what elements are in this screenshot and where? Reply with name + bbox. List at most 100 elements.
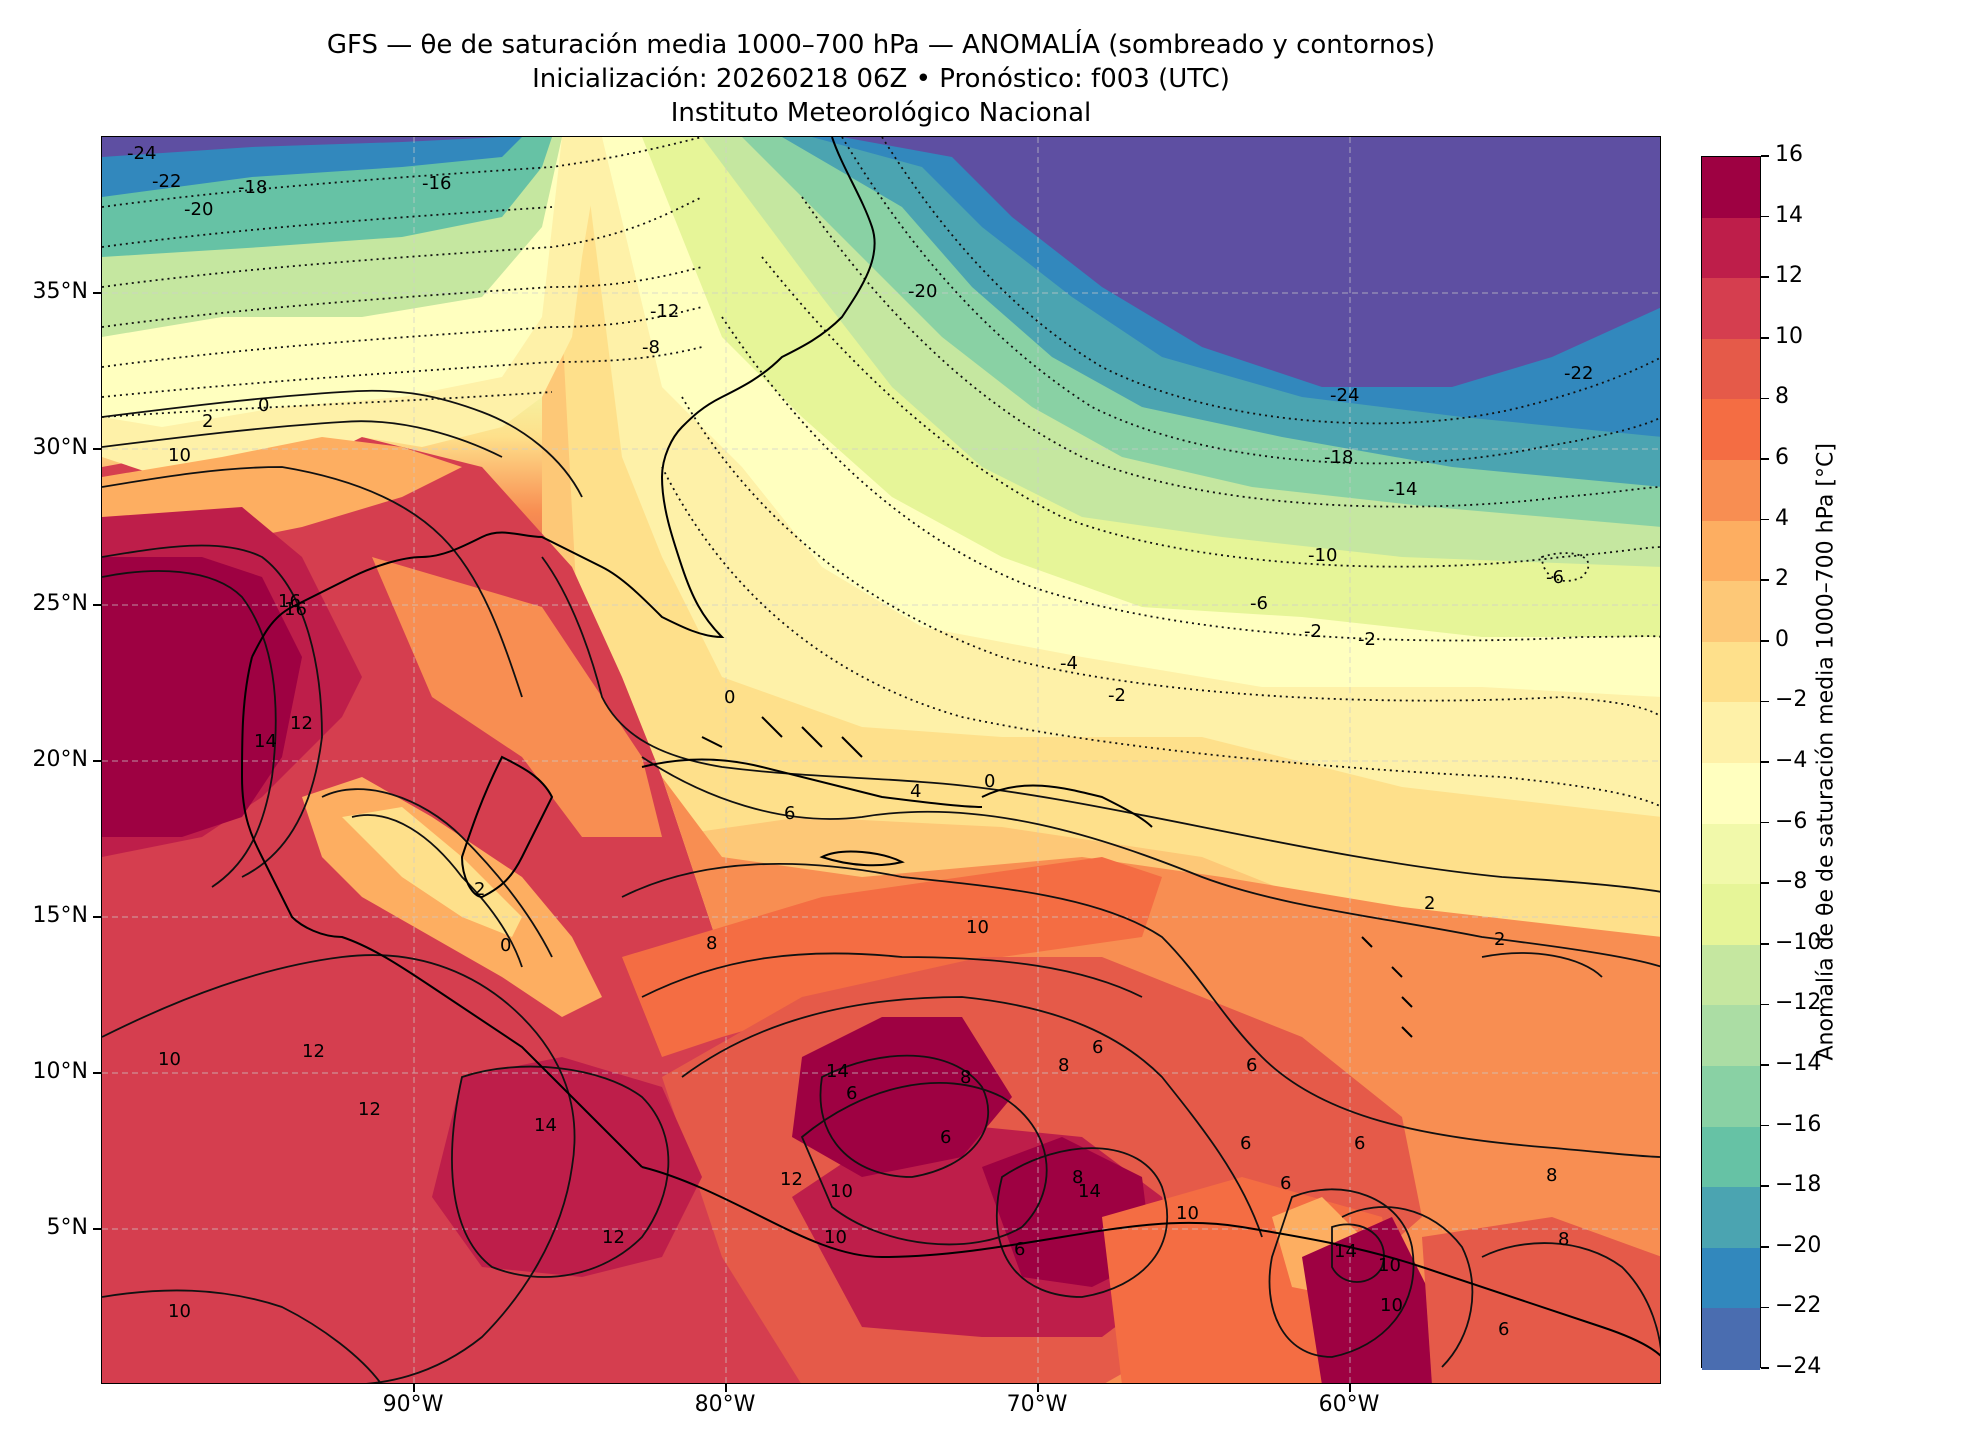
contour-6-central xyxy=(321,788,553,958)
contour-2 xyxy=(102,420,503,458)
contour-label: 6 xyxy=(1092,1037,1103,1058)
contour-label: 14 xyxy=(826,1061,849,1082)
contour-label: 6 xyxy=(1354,1133,1365,1154)
colorbar-tick xyxy=(1761,882,1769,884)
map-title: GFS — θe de saturación media 1000–700 hP… xyxy=(326,30,1436,60)
colorbar-tick xyxy=(1761,1306,1769,1309)
contour-label: 2 xyxy=(1424,893,1435,914)
coastline-south-america xyxy=(641,1166,1660,1357)
lon-tick-70 xyxy=(1037,1384,1039,1392)
band-neg24 xyxy=(842,137,1660,387)
colorbar-tick-label: 2 xyxy=(1775,566,1789,592)
colorbar-tick-label: 0 xyxy=(1775,626,1789,652)
contour-neg6-ring xyxy=(1541,552,1590,582)
colorbar-tick xyxy=(1761,761,1769,763)
colorbar-segment xyxy=(1702,520,1760,582)
lon-tick-80 xyxy=(725,1384,727,1392)
contour-label: 2 xyxy=(1494,929,1505,950)
colorbar-tick-label: 8 xyxy=(1775,384,1789,410)
contour-label: -14 xyxy=(1388,479,1417,500)
coastline-us-east xyxy=(251,137,876,658)
contour-label: 6 xyxy=(1280,1173,1291,1194)
contour-label: -18 xyxy=(238,177,267,198)
contour-label: 8 xyxy=(1546,1165,1557,1186)
colorbar-segment xyxy=(1702,1066,1760,1128)
contour-4-central xyxy=(351,814,523,968)
colorbar-segment xyxy=(1702,581,1760,643)
contour-label: 14 xyxy=(534,1115,557,1136)
colorbar-tick-label: −8 xyxy=(1775,869,1808,895)
colorbar-tick-label: 12 xyxy=(1775,263,1803,289)
colorbar-tick xyxy=(1761,821,1769,824)
contour-label: -16 xyxy=(422,173,451,194)
contour-8-long xyxy=(641,952,1143,998)
contour-label: -4 xyxy=(1060,653,1078,674)
contour-16-guyana xyxy=(1331,1223,1385,1283)
contour-label: -24 xyxy=(127,143,156,164)
colorbar-tick-label: −2 xyxy=(1775,687,1808,713)
colorbar-tick-label: −12 xyxy=(1775,990,1822,1016)
lat-tick-label-10: 10°N xyxy=(32,1059,88,1084)
colorbar-tick xyxy=(1761,458,1769,460)
negative-contours xyxy=(102,137,1660,808)
contour-6-long xyxy=(621,863,1660,1158)
contour-neg24 xyxy=(881,137,1660,425)
contour-14-guyana xyxy=(1268,1188,1415,1358)
contour-label: -18 xyxy=(1324,447,1353,468)
contour-neg20 xyxy=(102,206,553,248)
title-block: GFS — θe de saturación media 1000–700 hP… xyxy=(101,28,1661,130)
colorbar-tick xyxy=(1761,579,1769,581)
colorbar-tick xyxy=(1761,943,1769,945)
colorbar-fill xyxy=(1702,157,1760,1370)
contour-neg8 xyxy=(102,346,703,398)
contour-label: -20 xyxy=(184,199,213,220)
contour-neg2-east xyxy=(661,466,1660,808)
contour-label: 6 xyxy=(784,803,795,824)
contour-8-brazil xyxy=(1481,1242,1660,1350)
colorbar-tick xyxy=(1761,215,1769,218)
lat-tick-30 xyxy=(93,448,101,450)
colorbar-tick-label: 10 xyxy=(1775,323,1803,349)
band-16-amazon xyxy=(1302,1217,1432,1383)
band-16-colombia xyxy=(792,1017,1012,1177)
colorbar-tick xyxy=(1761,1003,1769,1006)
contour-label: 2 xyxy=(474,879,485,900)
contour-label: -22 xyxy=(1564,363,1593,384)
contour-0-long xyxy=(541,556,1660,893)
lat-tick-10 xyxy=(93,1072,101,1074)
contour-10 xyxy=(102,466,523,698)
contour-label: 8 xyxy=(1058,1055,1069,1076)
contour-14-mexico xyxy=(102,544,323,878)
contour-label: 6 xyxy=(1498,1319,1509,1340)
contour-label: 4 xyxy=(910,781,921,802)
contour-label: -2 xyxy=(1108,685,1126,706)
shading-north-west-5 xyxy=(102,137,522,197)
contour-14-colombia xyxy=(800,1082,1048,1246)
colorbar-tick-label: −10 xyxy=(1775,929,1822,955)
anomaly-shading xyxy=(102,137,1660,1383)
contour-label: -12 xyxy=(650,301,679,322)
contour-neg4-east xyxy=(681,396,1660,717)
contour-label: 0 xyxy=(258,395,269,416)
coastline-bahamas xyxy=(701,716,863,758)
contour-label: -6 xyxy=(1546,567,1564,588)
band-8 xyxy=(622,857,1162,1057)
lon-tick-label-80: 80°W xyxy=(694,1392,756,1417)
lon-tick-60 xyxy=(1349,1384,1351,1392)
contour-neg16-east xyxy=(801,196,1660,508)
contour-label: 8 xyxy=(960,1067,971,1088)
contour-label: 10 xyxy=(168,1301,191,1322)
coastline-hispaniola xyxy=(981,784,1153,828)
lat-tick-20 xyxy=(93,760,101,762)
colorbar-segment xyxy=(1702,944,1760,1006)
contour-14-venezuela xyxy=(995,1147,1168,1298)
colorbar-tick-label: 16 xyxy=(1775,142,1803,167)
contour-label: 6 xyxy=(1240,1133,1251,1154)
coastline-mexico xyxy=(240,656,643,1168)
shading-north-west-6 xyxy=(102,137,502,157)
map-panel: -24 -22 -20 -18 -16 -24 -18 -14 -10 -6 -… xyxy=(101,136,1661,1384)
lon-tick-90 xyxy=(413,1384,415,1392)
lat-tick-25 xyxy=(93,604,101,606)
lat-tick-label-30: 30°N xyxy=(32,435,88,460)
contour-label: -10 xyxy=(1308,545,1337,566)
